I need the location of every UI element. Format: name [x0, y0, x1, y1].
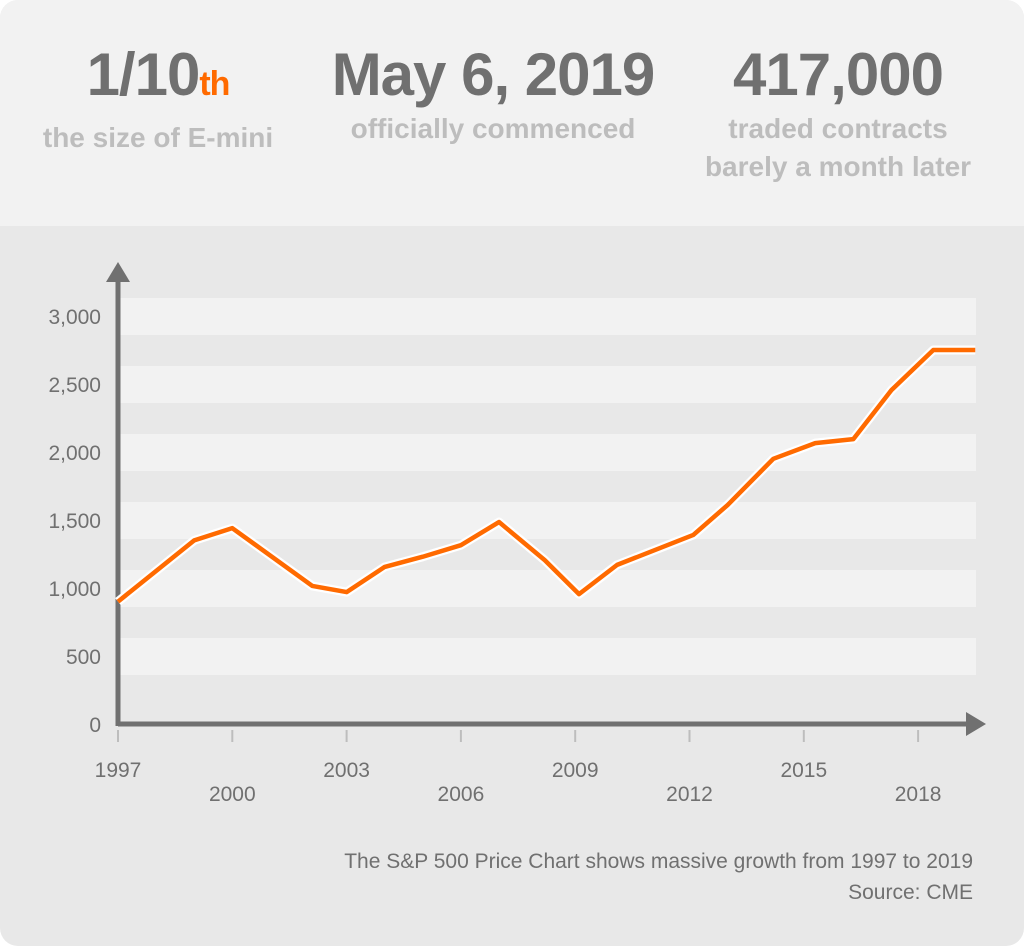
- y-tick-label: 2,000: [48, 442, 101, 465]
- grid-band: [118, 638, 976, 675]
- stat-launch-date: May 6, 2019 officially commenced: [323, 40, 663, 148]
- x-tick-label: 2006: [438, 783, 485, 806]
- y-tick-label: 500: [66, 646, 101, 669]
- y-tick-label: 1,000: [48, 578, 101, 601]
- y-tick-label: 2,500: [48, 374, 101, 397]
- grid-band: [118, 570, 976, 607]
- x-tick-label: 2003: [323, 759, 370, 782]
- grid-band: [118, 502, 976, 539]
- stat-label: traded contracts: [728, 113, 948, 144]
- y-tick-label: 1,500: [48, 510, 101, 533]
- series-line: [116, 347, 976, 604]
- x-tick-label: 2018: [895, 783, 942, 806]
- x-tick-label: 2000: [209, 783, 256, 806]
- x-tick-label: 2015: [780, 759, 827, 782]
- stat-value: 417,000: [733, 41, 944, 108]
- x-tick-label: 2012: [666, 783, 713, 806]
- x-tick-label: 2009: [552, 759, 599, 782]
- stat-label: barely a month later: [704, 151, 972, 182]
- x-axis-arrow-icon: [966, 712, 986, 736]
- stat-value: May 6, 2019: [331, 41, 656, 108]
- stats-header: 1/10th the size of E-mini May 6, 2019 of…: [0, 0, 1024, 226]
- stat-label: officially commenced: [350, 113, 636, 144]
- stat-size: 1/10th the size of E-mini: [0, 40, 328, 157]
- stat-value: 1/10: [86, 41, 201, 108]
- grid-band: [118, 298, 976, 335]
- grid-band: [118, 366, 976, 403]
- y-axis-arrow-icon: [106, 262, 130, 282]
- line-chart: 0 500 1,000 1,500 2,000 2,500 3,000 1997 2000 200…: [48, 262, 986, 806]
- chart-caption: The S&P 500 Price Chart shows massive gr…: [344, 850, 973, 873]
- y-tick-label: 0: [89, 714, 101, 737]
- chart-source: Source: CME: [848, 881, 973, 904]
- y-tick-label: 3,000: [48, 306, 101, 329]
- x-tick-label: 1997: [95, 759, 142, 782]
- stat-suffix: th: [199, 65, 230, 103]
- stat-contracts: 417,000 traded contracts barely a month …: [668, 40, 1008, 186]
- stat-label: the size of E-mini: [42, 122, 274, 153]
